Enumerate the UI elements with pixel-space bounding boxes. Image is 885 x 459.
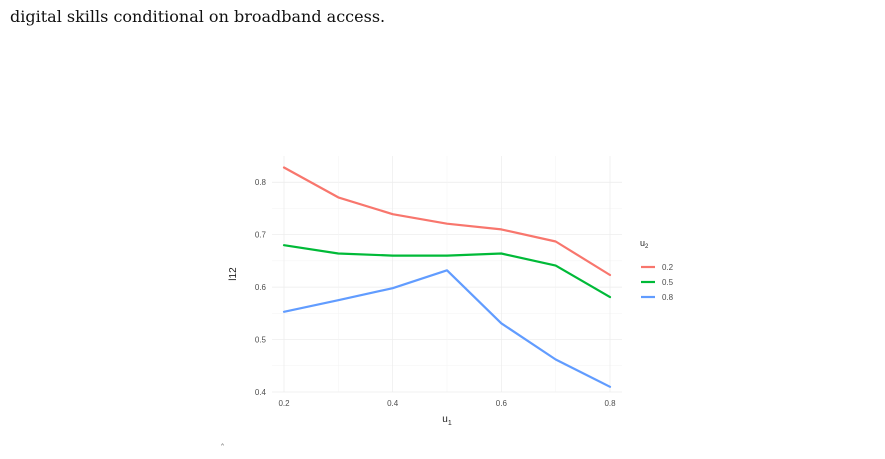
legend: 0.2 0.5 0.8 <box>641 263 674 302</box>
x-tick-label: 0.2 <box>278 399 290 408</box>
legend-label-0-2: 0.2 <box>662 263 674 272</box>
x-tick-label: 0.4 <box>387 399 399 408</box>
x-axis-title-subscript: 1 <box>448 420 452 427</box>
series-line-0-8 <box>282 269 612 388</box>
legend-label-0-8: 0.8 <box>662 293 674 302</box>
body-text: digital skills conditional on broadband … <box>10 7 386 26</box>
legend-label-0-5: 0.5 <box>662 278 674 287</box>
y-tick-label: 0.6 <box>255 283 267 292</box>
series-line-0-2 <box>282 166 612 277</box>
y-tick-label: 0.8 <box>255 178 267 187</box>
caret-mark: ˆ <box>220 444 225 455</box>
y-axis-title: l12 <box>228 267 239 281</box>
series-line-0-5 <box>282 244 612 299</box>
legend-title-subscript: 2 <box>645 244 649 250</box>
grid <box>272 156 622 393</box>
x-tick-label: 0.8 <box>604 399 616 408</box>
x-tick-label: 0.6 <box>496 399 508 408</box>
legend-title-main: u <box>640 238 645 248</box>
x-axis-title-main: u <box>442 414 448 425</box>
series-lines <box>282 166 612 388</box>
x-axis-title: u1 <box>442 414 452 427</box>
legend-title: u2 <box>640 238 649 250</box>
axis-ticks: 0.4 0.5 0.6 0.7 0.8 0.2 0.4 0.6 0.8 <box>255 178 616 408</box>
y-tick-label: 0.5 <box>255 336 267 345</box>
y-tick-label: 0.4 <box>255 388 267 397</box>
y-tick-label: 0.7 <box>255 231 267 240</box>
